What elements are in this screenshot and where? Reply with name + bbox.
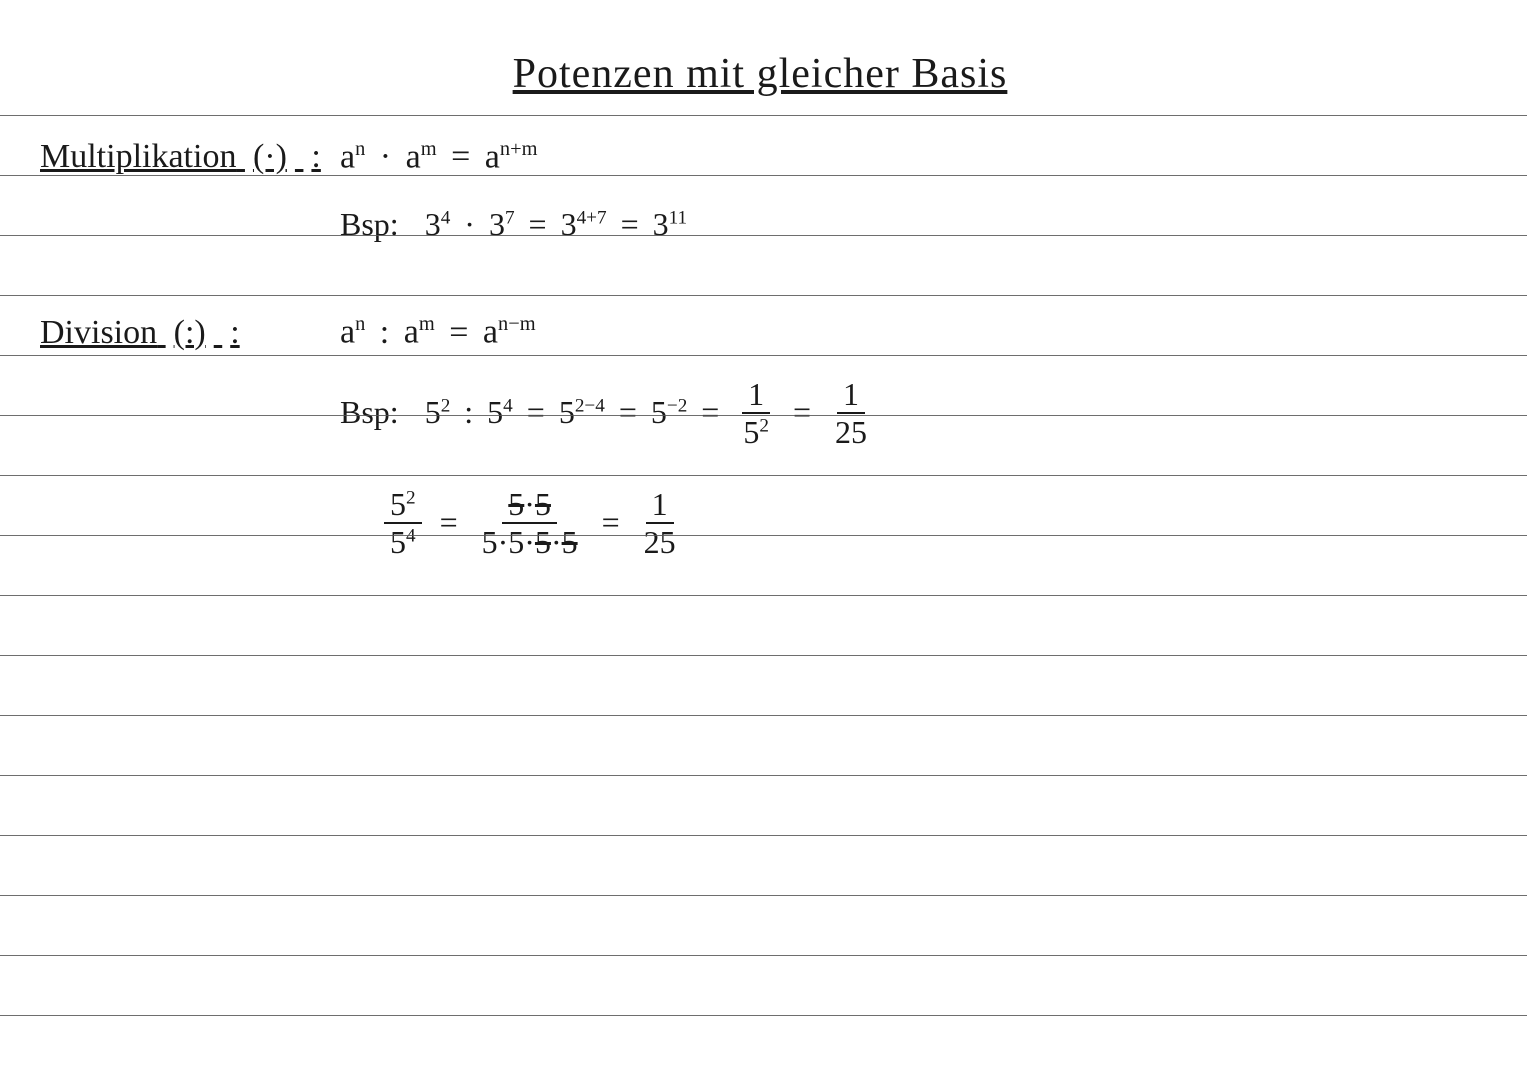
div-ex2-fracC: 1 25	[638, 488, 682, 558]
ruled-line	[0, 475, 1527, 476]
div-op: :	[380, 314, 389, 351]
div-ex-frac1-num: 1	[742, 378, 770, 414]
div-ex-t2: 54	[487, 394, 513, 431]
mult-ex-t2: 37	[489, 206, 515, 243]
mult-ex-op: ·	[464, 206, 475, 243]
mult-bsp: Bsp:	[340, 206, 399, 243]
mult-rule: an · am = an+m	[340, 138, 537, 176]
div-ex-eq4: =	[793, 394, 811, 431]
division-example-2: 52 54 = 5·5 5·5·5·5 = 1 25	[380, 488, 1480, 558]
ruled-line	[0, 295, 1527, 296]
div-symbol: (:)	[174, 314, 206, 351]
div-ex-frac2-den: 25	[829, 414, 873, 448]
mult-ex-t3: 34+7	[561, 206, 607, 243]
div-a2: a	[404, 314, 419, 351]
div-label-text: Division	[40, 314, 157, 351]
mult-npm: n+m	[500, 138, 538, 160]
div-ex2-fracB-den: 5·5·5·5	[476, 524, 584, 558]
page-title: Potenzen mit gleicher Basis	[40, 50, 1480, 98]
page: Potenzen mit gleicher Basis Multiplikati…	[0, 0, 1527, 1080]
mult-symbol: (·)	[253, 138, 287, 175]
content-area: Potenzen mit gleicher Basis Multiplikati…	[40, 50, 1480, 598]
mult-label-text: Multiplikation	[40, 138, 236, 175]
div-ex-eq2: =	[619, 394, 637, 431]
ruled-line	[0, 115, 1527, 116]
div-a3: a	[483, 314, 498, 351]
ruled-line	[0, 595, 1527, 596]
div-colon: :	[230, 314, 239, 351]
div-ex2-fracB: 5·5 5·5·5·5	[476, 488, 584, 558]
mult-op: ·	[380, 138, 391, 175]
div-rule: an : am = an−m	[340, 313, 536, 351]
ruled-line	[0, 775, 1527, 776]
mult-colon: :	[311, 138, 320, 175]
div-ex-eq3: =	[701, 394, 719, 431]
div-ex2-fracB-num: 5·5	[502, 488, 557, 524]
mult-a2: a	[406, 138, 421, 175]
div-ex-frac1: 1 52	[737, 378, 775, 448]
mult-ex-t1: 34	[425, 206, 451, 243]
mult-n: n	[355, 138, 365, 160]
div-nmm: n−m	[498, 313, 536, 335]
mult-ex-t4: 311	[653, 206, 687, 243]
div-ex2-fracA-den: 54	[384, 524, 422, 558]
multiplication-example: Bsp: 34 · 37 = 34+7 = 311	[340, 206, 1480, 243]
div-ex2-fracA-num: 52	[384, 488, 422, 524]
ruled-line	[0, 715, 1527, 716]
division-label: Division (:) :	[40, 314, 340, 352]
ruled-line	[0, 175, 1527, 176]
multiplication-label: Multiplikation (·) :	[40, 138, 340, 176]
div-ex-frac2-num: 1	[837, 378, 865, 414]
ruled-line	[0, 655, 1527, 656]
division-example-1: Bsp: 52 : 54 = 52−4 = 5−2 = 1 52 = 1 25	[340, 378, 1480, 448]
ruled-line	[0, 415, 1527, 416]
div-ex-frac2: 1 25	[829, 378, 873, 448]
div-ex2-fracA: 52 54	[384, 488, 422, 558]
div-ex-t3: 52−4	[559, 394, 605, 431]
mult-a1: a	[340, 138, 355, 175]
div-a1: a	[340, 314, 355, 351]
div-ex2-fracC-num: 1	[646, 488, 674, 524]
div-eq: =	[449, 314, 468, 351]
ruled-line	[0, 895, 1527, 896]
ruled-line	[0, 235, 1527, 236]
mult-a3: a	[485, 138, 500, 175]
div-n: n	[355, 313, 365, 335]
mult-ex-eq1: =	[529, 206, 547, 243]
ruled-line	[0, 535, 1527, 536]
mult-ex-eq2: =	[621, 206, 639, 243]
div-bsp: Bsp:	[340, 394, 399, 431]
division-rule-row: Division (:) : an : am = an−m	[40, 313, 1480, 351]
mult-m: m	[421, 138, 437, 160]
div-ex-t4: 5−2	[651, 394, 687, 431]
div-ex-frac1-den: 52	[737, 414, 775, 448]
div-ex-eq1: =	[527, 394, 545, 431]
multiplication-rule-row: Multiplikation (·) : an · am = an+m	[40, 138, 1480, 176]
mult-eq: =	[451, 138, 470, 175]
div-ex-op: :	[464, 394, 473, 431]
ruled-line	[0, 955, 1527, 956]
ruled-line	[0, 355, 1527, 356]
ruled-line	[0, 1015, 1527, 1016]
div-ex-t1: 52	[425, 394, 451, 431]
ruled-line	[0, 835, 1527, 836]
div-ex2-fracC-den: 25	[638, 524, 682, 558]
div-m: m	[419, 313, 435, 335]
